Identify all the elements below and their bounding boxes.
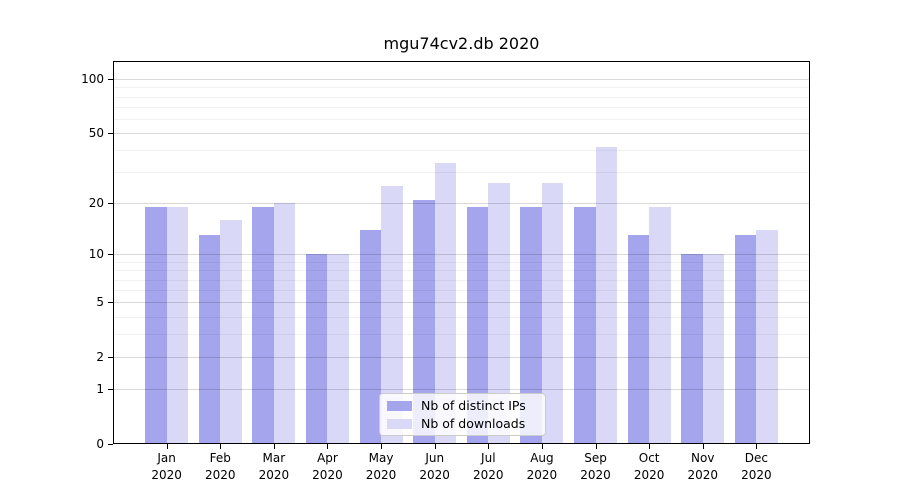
bar-ips-jan [145, 207, 167, 444]
legend-swatch-distinct-ips [387, 400, 412, 411]
x-tick-label: Jun 2020 [419, 451, 450, 482]
bar-downloads-dec [756, 229, 778, 444]
major-gridline [113, 302, 810, 304]
legend-label-distinct-ips: Nb of distinct IPs [421, 398, 526, 413]
legend: Nb of distinct IPs Nb of downloads [379, 393, 546, 436]
x-tick-label: Dec 2020 [741, 451, 772, 482]
legend-item-distinct-ips: Nb of distinct IPs [387, 399, 539, 412]
plot-area [113, 61, 810, 444]
bar-downloads-mar [273, 203, 296, 444]
bar-downloads-may [381, 186, 403, 444]
major-gridline [113, 389, 810, 391]
legend-item-downloads: Nb of downloads [387, 417, 539, 430]
legend-label-downloads: Nb of downloads [421, 416, 526, 431]
x-tick-mark [649, 444, 651, 449]
x-tick-mark [702, 444, 704, 449]
y-tick-label: 20 [88, 196, 104, 211]
y-tick-label: 1 [96, 382, 104, 397]
minor-gridline [113, 261, 810, 263]
y-tick-label: 5 [96, 295, 104, 310]
bar-ips-jul [466, 207, 489, 444]
y-tick-mark [108, 444, 113, 445]
y-tick-mark [108, 302, 113, 304]
bar-ips-mar [252, 207, 274, 444]
x-tick-label: Nov 2020 [687, 451, 719, 482]
bar-ips-aug [520, 207, 542, 444]
x-tick-label: Mar 2020 [258, 451, 290, 482]
bar-ips-feb [198, 235, 221, 444]
x-tick-mark [381, 444, 383, 449]
minor-gridline [113, 279, 810, 281]
x-tick-mark [595, 444, 597, 449]
y-tick-label: 50 [88, 126, 104, 141]
bar-ips-dec [734, 235, 757, 444]
x-tick-mark [166, 444, 168, 449]
minor-gridline [113, 87, 810, 89]
x-tick-label: Feb 2020 [204, 451, 236, 482]
bar-ips-oct [627, 235, 650, 444]
bar-downloads-aug [541, 183, 564, 444]
major-gridline [113, 254, 810, 256]
bar-ips-jun [413, 199, 435, 444]
legend-swatch-downloads [387, 418, 412, 429]
x-tick-mark [488, 444, 490, 449]
y-tick-mark [108, 357, 113, 359]
x-tick-label: May 2020 [365, 451, 397, 482]
x-tick-label: Jan 2020 [151, 451, 182, 482]
y-tick-label: 2 [96, 350, 104, 365]
bars-layer [113, 61, 810, 444]
y-tick-label: 10 [88, 247, 104, 262]
y-tick-mark [108, 254, 113, 256]
bar-downloads-oct [649, 207, 671, 444]
x-tick-label: Oct 2020 [633, 451, 665, 482]
y-tick-label: 100 [81, 72, 104, 87]
major-gridline [113, 133, 810, 135]
bar-downloads-jan [166, 207, 189, 444]
x-tick-mark [434, 444, 436, 449]
bar-downloads-apr [327, 254, 349, 444]
x-tick-label: Apr 2020 [312, 451, 343, 482]
bar-ips-apr [306, 254, 328, 444]
x-tick-mark [756, 444, 758, 449]
y-tick-mark [108, 389, 113, 391]
x-tick-mark [541, 444, 543, 449]
minor-gridline [113, 96, 810, 98]
bar-ips-sep [574, 207, 596, 444]
minor-gridline [113, 334, 810, 336]
minor-gridline [113, 106, 810, 108]
x-tick-label: Aug 2020 [526, 451, 558, 482]
chart-title: mgu74cv2.db 2020 [383, 34, 540, 53]
x-tick-label: Sep 2020 [580, 451, 611, 482]
bar-ips-may [359, 229, 382, 444]
minor-gridline [113, 290, 810, 292]
bar-downloads-feb [220, 219, 242, 444]
bar-downloads-sep [595, 146, 617, 444]
y-tick-mark [108, 133, 113, 135]
major-gridline [113, 357, 810, 359]
y-tick-mark [108, 203, 113, 205]
y-tick-label: 0 [96, 437, 104, 451]
minor-gridline [113, 316, 810, 318]
x-tick-label: Jul 2020 [473, 451, 504, 482]
bar-downloads-jun [434, 162, 457, 444]
minor-gridline [113, 118, 810, 120]
bar-downloads-jul [488, 183, 510, 444]
x-tick-mark [327, 444, 329, 449]
major-gridline [113, 203, 810, 205]
y-tick-mark [108, 79, 113, 81]
bar-downloads-nov [702, 254, 725, 444]
minor-gridline [113, 270, 810, 272]
x-tick-mark [220, 444, 222, 449]
minor-gridline [113, 150, 810, 152]
major-gridline [113, 79, 810, 81]
minor-gridline [113, 172, 810, 174]
x-tick-mark [273, 444, 275, 449]
bar-ips-nov [681, 254, 703, 444]
grid-layer [113, 61, 810, 444]
